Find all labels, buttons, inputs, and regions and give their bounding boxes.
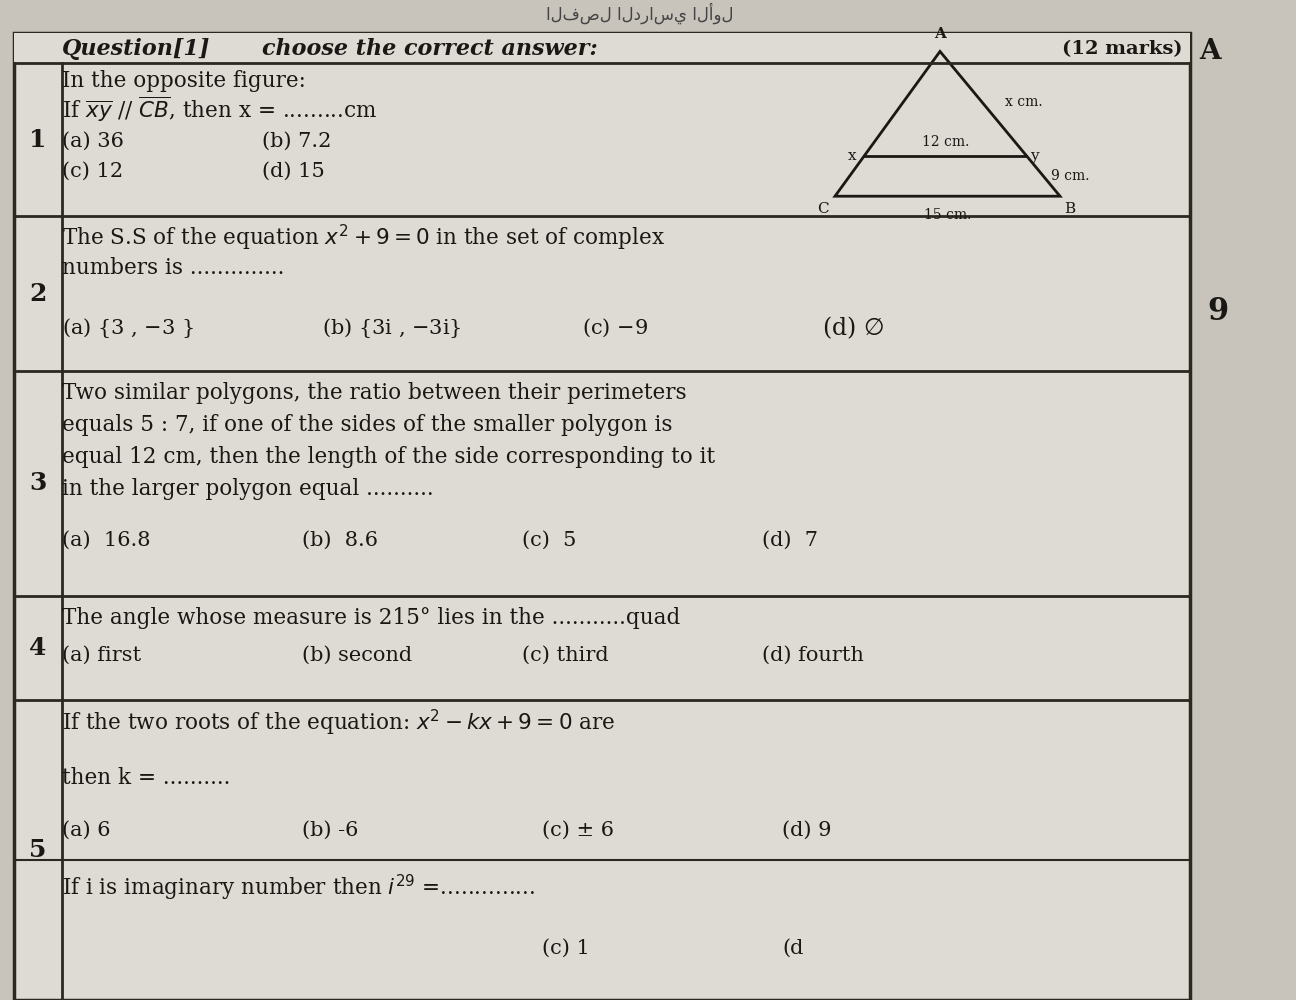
- Text: B: B: [1064, 202, 1076, 216]
- Text: (c)  5: (c) 5: [522, 531, 577, 550]
- Text: 2: 2: [30, 282, 47, 306]
- Text: (d)  7: (d) 7: [762, 531, 818, 550]
- Text: C: C: [818, 202, 829, 216]
- Text: (b) {3i , $-$3i}: (b) {3i , $-$3i}: [321, 316, 461, 340]
- Text: Question[1]: Question[1]: [62, 38, 210, 60]
- Bar: [14, 33, 1190, 65]
- Text: الفصل الدراسي الأول: الفصل الدراسي الأول: [546, 3, 734, 24]
- Text: (c) $-$9: (c) $-$9: [582, 317, 648, 339]
- Text: (b) 7.2: (b) 7.2: [262, 132, 332, 151]
- Text: Two similar polygons, the ratio between their perimeters: Two similar polygons, the ratio between …: [62, 382, 687, 404]
- Text: x cm.: x cm.: [1006, 95, 1043, 109]
- Text: (d) fourth: (d) fourth: [762, 646, 864, 665]
- Text: 1: 1: [30, 128, 47, 152]
- Text: (a)  16.8: (a) 16.8: [62, 531, 150, 550]
- Text: If the two roots of the equation: $x^2 - kx + 9 = 0$ are: If the two roots of the equation: $x^2 -…: [62, 707, 616, 738]
- Text: 4: 4: [30, 636, 47, 660]
- Text: numbers is ..............: numbers is ..............: [62, 257, 284, 279]
- Text: 9: 9: [1208, 296, 1229, 327]
- Text: (d) $\emptyset$: (d) $\emptyset$: [822, 315, 884, 341]
- Text: choose the correct answer:: choose the correct answer:: [262, 38, 597, 60]
- Text: in the larger polygon equal ..........: in the larger polygon equal ..........: [62, 478, 434, 500]
- Text: (c) 1: (c) 1: [542, 939, 590, 958]
- Text: equal 12 cm, then the length of the side corresponding to it: equal 12 cm, then the length of the side…: [62, 446, 715, 468]
- Text: The angle whose measure is 215° lies in the ...........quad: The angle whose measure is 215° lies in …: [62, 607, 680, 629]
- Text: (a) first: (a) first: [62, 646, 141, 665]
- Text: (a) 36: (a) 36: [62, 132, 124, 151]
- Text: (a) {3 , $-$3 }: (a) {3 , $-$3 }: [62, 316, 194, 340]
- Text: 3: 3: [30, 471, 47, 495]
- Text: In the opposite figure:: In the opposite figure:: [62, 70, 306, 92]
- Text: A: A: [1199, 38, 1221, 65]
- Text: (d) 15: (d) 15: [262, 162, 325, 181]
- Text: (c) 12: (c) 12: [62, 162, 123, 181]
- Text: (d: (d: [781, 939, 804, 958]
- Text: The S.S of the equation $x^2 + 9 = 0$ in the set of complex: The S.S of the equation $x^2 + 9 = 0$ in…: [62, 223, 665, 253]
- Text: If i is imaginary number then $i^{29}$ =..............: If i is imaginary number then $i^{29}$ =…: [62, 873, 535, 903]
- Text: 5: 5: [30, 838, 47, 862]
- Text: (b)  8.6: (b) 8.6: [302, 531, 378, 550]
- Text: 15 cm.: 15 cm.: [924, 208, 971, 222]
- Text: equals 5 : 7, if one of the sides of the smaller polygon is: equals 5 : 7, if one of the sides of the…: [62, 414, 673, 436]
- Text: (b) -6: (b) -6: [302, 821, 359, 840]
- Text: If $\overline{xy}$ // $\overline{CB}$, then x = .........cm: If $\overline{xy}$ // $\overline{CB}$, t…: [62, 95, 377, 124]
- Text: then k = ..........: then k = ..........: [62, 767, 231, 789]
- Text: (c) ± 6: (c) ± 6: [542, 821, 614, 840]
- Text: (a) 6: (a) 6: [62, 821, 110, 840]
- Text: (b) second: (b) second: [302, 646, 412, 665]
- Text: (12 marks): (12 marks): [1061, 40, 1182, 58]
- Text: A: A: [934, 27, 946, 41]
- Text: (c) third: (c) third: [522, 646, 609, 665]
- Text: 9 cm.: 9 cm.: [1051, 169, 1090, 183]
- Text: x: x: [848, 149, 857, 163]
- Text: y: y: [1030, 149, 1039, 163]
- Text: 12 cm.: 12 cm.: [921, 135, 969, 149]
- Text: (d) 9: (d) 9: [781, 821, 832, 840]
